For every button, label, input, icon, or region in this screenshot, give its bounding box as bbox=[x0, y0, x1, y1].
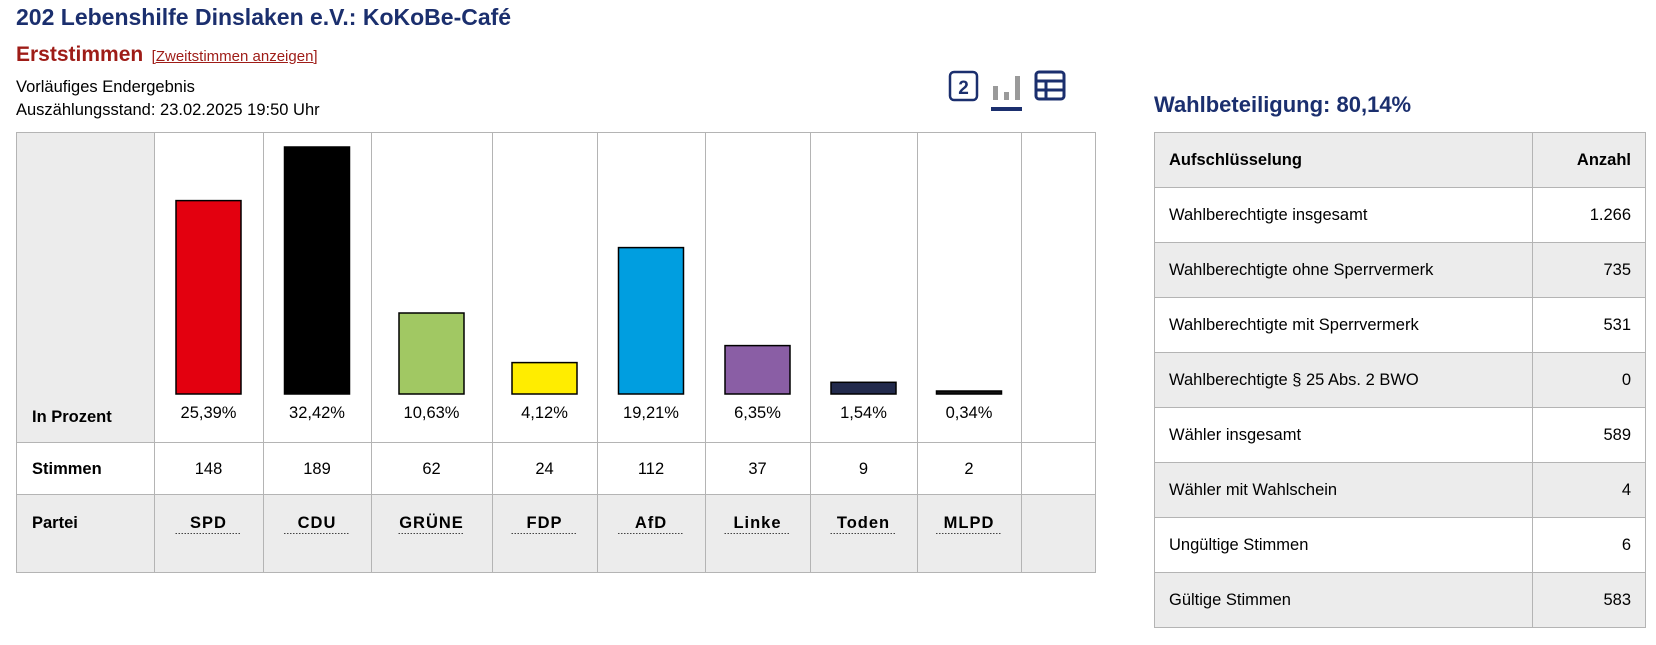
party-name[interactable]: SPD bbox=[190, 514, 227, 532]
row-value: 6 bbox=[1532, 517, 1646, 573]
votes-label: 148 bbox=[195, 460, 223, 478]
table-row: Wahlberechtigte insgesamt 1.266 bbox=[1154, 187, 1646, 243]
percent-label: 4,12% bbox=[521, 404, 568, 422]
bar-grüne bbox=[398, 312, 465, 395]
turnout-breakdown-table: Aufschlüsselung Anzahl Wahlberechtigte i… bbox=[1154, 132, 1646, 628]
votes-label: 112 bbox=[638, 460, 664, 478]
column-header-breakdown: Aufschlüsselung bbox=[1154, 132, 1533, 188]
row-value: 1.266 bbox=[1532, 187, 1646, 243]
vote-type-line: Erststimmen [Zweitstimmen anzeigen] bbox=[16, 43, 318, 67]
votes-label: 189 bbox=[303, 460, 331, 478]
percent-label: 19,21% bbox=[623, 404, 679, 422]
party-name[interactable]: CDU bbox=[298, 514, 337, 532]
second-vote-badge-icon[interactable]: 2 bbox=[948, 70, 980, 107]
party-name[interactable]: Toden bbox=[837, 514, 890, 532]
bar-linke bbox=[724, 344, 791, 395]
percent-label: 0,34% bbox=[946, 404, 993, 422]
row-label: Wähler insgesamt bbox=[1154, 407, 1533, 463]
row-value: 0 bbox=[1532, 352, 1646, 408]
party-name[interactable]: GRÜNE bbox=[399, 513, 464, 532]
count-timestamp: Auszählungsstand: 23.02.2025 19:50 Uhr bbox=[16, 101, 320, 119]
erststimmen-heading: Erststimmen bbox=[16, 43, 144, 66]
row-label: Gültige Stimmen bbox=[1154, 572, 1533, 628]
row-label: Wahlberechtigte ohne Sperrvermerk bbox=[1154, 242, 1533, 298]
percent-label: 1,54% bbox=[840, 404, 887, 422]
row-value: 531 bbox=[1532, 297, 1646, 353]
row-label-percent: In Prozent bbox=[32, 408, 112, 426]
bar-cdu bbox=[283, 146, 351, 395]
votes-label: 37 bbox=[748, 460, 766, 478]
label-column-bg bbox=[17, 133, 154, 442]
votes-label: 9 bbox=[859, 460, 868, 478]
row-label: Wähler mit Wahlschein bbox=[1154, 462, 1533, 518]
percent-label: 32,42% bbox=[289, 404, 345, 422]
page-title: 202 Lebenshilfe Dinslaken e.V.: KoKoBe-C… bbox=[16, 4, 512, 30]
bar-chart-icon[interactable] bbox=[990, 70, 1024, 117]
table-row: Wähler insgesamt 589 bbox=[1154, 407, 1646, 463]
votes-label: 2 bbox=[964, 460, 973, 478]
percent-label: 10,63% bbox=[404, 404, 460, 422]
percent-label: 25,39% bbox=[181, 404, 237, 422]
results-chart: In Prozent Stimmen Partei 25,39% 148 SPD 32,42… bbox=[16, 132, 1096, 573]
row-value: 583 bbox=[1532, 572, 1646, 628]
row-value: 589 bbox=[1532, 407, 1646, 463]
badge-number: 2 bbox=[958, 78, 969, 99]
table-row: Wahlberechtigte mit Sperrvermerk 531 bbox=[1154, 297, 1646, 353]
party-name[interactable]: FDP bbox=[527, 514, 563, 532]
row-label-votes: Stimmen bbox=[32, 460, 102, 478]
table-view-icon[interactable] bbox=[1034, 70, 1066, 107]
table-row: Ungültige Stimmen 6 bbox=[1154, 517, 1646, 573]
table-header-row: Aufschlüsselung Anzahl bbox=[1154, 132, 1646, 188]
row-label: Wahlberechtigte mit Sperrvermerk bbox=[1154, 297, 1533, 353]
votes-label: 62 bbox=[422, 460, 440, 478]
party-name[interactable]: MLPD bbox=[944, 514, 995, 532]
table-row: Wahlberechtigte § 25 Abs. 2 BWO 0 bbox=[1154, 352, 1646, 408]
row-label: Ungültige Stimmen bbox=[1154, 517, 1533, 573]
result-status: Vorläufiges Endergebnis bbox=[16, 78, 195, 96]
turnout-heading: Wahlbeteiligung: 80,14% bbox=[1154, 92, 1412, 117]
bar-mlpd bbox=[935, 390, 1003, 395]
bar-afd bbox=[617, 246, 685, 395]
bar-chart-svg: In Prozent Stimmen Partei 25,39% 148 SPD 32,42… bbox=[17, 133, 1095, 572]
row-label: Wahlberechtigte § 25 Abs. 2 BWO bbox=[1154, 352, 1533, 408]
table-row: Gültige Stimmen 583 bbox=[1154, 572, 1646, 628]
zweitstimmen-link[interactable]: [Zweitstimmen anzeigen] bbox=[151, 48, 318, 65]
row-label: Wahlberechtigte insgesamt bbox=[1154, 187, 1533, 243]
row-value: 4 bbox=[1532, 462, 1646, 518]
bar-spd bbox=[175, 199, 242, 395]
party-name[interactable]: Linke bbox=[733, 514, 781, 532]
table-row: Wähler mit Wahlschein 4 bbox=[1154, 462, 1646, 518]
votes-label: 24 bbox=[535, 460, 553, 478]
bar-toden bbox=[830, 381, 897, 395]
party-name[interactable]: AfD bbox=[635, 514, 667, 532]
column-header-count: Anzahl bbox=[1532, 132, 1646, 188]
row-value: 735 bbox=[1532, 242, 1646, 298]
row-label-party: Partei bbox=[32, 514, 78, 532]
bar-fdp bbox=[511, 361, 578, 395]
table-row: Wahlberechtigte ohne Sperrvermerk 735 bbox=[1154, 242, 1646, 298]
percent-label: 6,35% bbox=[734, 404, 781, 422]
